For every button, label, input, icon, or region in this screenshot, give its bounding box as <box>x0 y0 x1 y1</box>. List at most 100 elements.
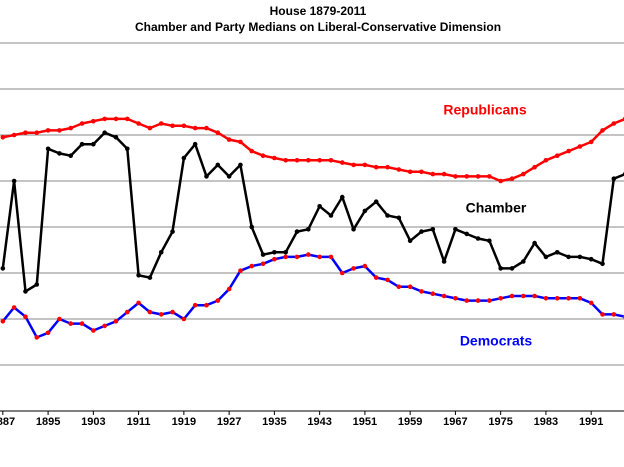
data-point <box>181 155 187 161</box>
data-point <box>611 312 617 317</box>
data-point <box>272 155 277 161</box>
data-point <box>192 125 198 131</box>
data-point <box>306 252 311 257</box>
data-point <box>260 153 266 158</box>
data-point <box>249 224 255 230</box>
data-point <box>283 250 288 255</box>
data-point <box>294 229 300 234</box>
x-tick-label: 1887 <box>0 416 15 428</box>
data-point <box>509 176 515 181</box>
data-point <box>79 321 85 326</box>
data-point <box>260 261 266 267</box>
data-point <box>554 250 560 255</box>
data-point <box>521 293 526 299</box>
data-point <box>0 319 6 324</box>
data-point <box>294 158 300 163</box>
data-point <box>170 309 175 315</box>
data-point <box>419 229 424 234</box>
data-point <box>68 125 74 131</box>
series-line <box>2 117 624 183</box>
data-point <box>79 141 85 147</box>
data-point <box>283 158 288 163</box>
data-point <box>260 252 266 257</box>
data-point <box>57 316 62 322</box>
data-point <box>11 305 17 310</box>
data-point <box>396 167 402 172</box>
data-point <box>238 139 243 145</box>
data-point <box>34 335 40 340</box>
data-point <box>407 169 413 175</box>
data-point <box>136 121 141 126</box>
data-point <box>362 208 368 214</box>
data-point <box>464 174 470 179</box>
data-point <box>396 215 402 221</box>
data-point <box>532 293 537 299</box>
data-point <box>509 266 515 271</box>
data-point <box>45 128 51 133</box>
data-point <box>453 174 458 179</box>
data-point <box>509 293 515 299</box>
data-point <box>102 130 107 135</box>
data-point <box>588 139 594 145</box>
x-tick-label: 1903 <box>81 416 105 428</box>
data-point <box>498 178 503 184</box>
data-point <box>215 162 221 168</box>
data-point <box>543 254 549 260</box>
data-point <box>328 213 334 218</box>
data-point <box>136 300 141 306</box>
data-point <box>45 330 51 336</box>
data-point <box>283 254 288 260</box>
data-point <box>170 123 175 129</box>
data-point <box>147 309 153 315</box>
data-point <box>124 146 130 152</box>
data-point <box>91 118 96 124</box>
data-point <box>464 231 470 237</box>
data-point <box>532 240 537 246</box>
data-point <box>204 174 209 179</box>
data-point <box>588 256 594 262</box>
data-point <box>600 128 605 133</box>
data-point <box>566 148 571 154</box>
series-label: Democrats <box>460 333 533 349</box>
data-point <box>306 158 311 163</box>
data-point <box>170 229 175 234</box>
data-point <box>351 266 356 271</box>
data-point <box>543 158 549 163</box>
x-tick-label: 1895 <box>36 416 60 428</box>
series-line <box>1 253 624 339</box>
data-point <box>181 316 187 322</box>
x-tick-label: 1959 <box>398 416 422 428</box>
data-point <box>328 254 334 260</box>
data-point <box>113 135 119 140</box>
data-point <box>611 176 617 181</box>
data-point <box>91 141 96 147</box>
x-tick-label: 1975 <box>488 416 512 428</box>
data-point <box>147 125 153 131</box>
data-point <box>23 289 28 294</box>
data-point <box>441 293 447 299</box>
data-point <box>577 254 583 260</box>
data-point <box>328 158 334 163</box>
data-point <box>419 289 424 294</box>
data-point <box>226 137 232 142</box>
data-point <box>385 164 390 170</box>
data-point <box>113 116 119 122</box>
data-point <box>351 162 356 168</box>
x-tick-label: 1911 <box>127 416 151 428</box>
series-label: Chamber <box>466 200 527 216</box>
data-point <box>339 160 345 165</box>
data-point <box>407 284 413 290</box>
data-point <box>317 204 322 209</box>
chart-subtitle: Chamber and Party Medians on Liberal-Con… <box>135 20 501 34</box>
data-point <box>373 275 379 280</box>
data-point <box>23 130 28 135</box>
data-point <box>430 291 436 297</box>
data-point <box>158 250 164 255</box>
data-point <box>0 266 6 271</box>
data-point <box>102 116 107 122</box>
data-point <box>430 227 436 232</box>
data-point <box>272 256 277 262</box>
data-point <box>181 123 187 129</box>
x-tick-label: 1951 <box>353 416 377 428</box>
